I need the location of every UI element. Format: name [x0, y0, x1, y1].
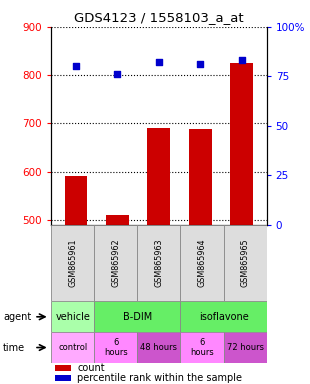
Text: 6
hours: 6 hours — [190, 338, 214, 357]
Title: GDS4123 / 1558103_a_at: GDS4123 / 1558103_a_at — [74, 11, 244, 24]
Bar — [51, 225, 94, 301]
Text: GSM865962: GSM865962 — [111, 239, 120, 287]
Bar — [55, 365, 71, 371]
Bar — [230, 63, 253, 225]
Text: GSM865961: GSM865961 — [68, 239, 77, 287]
Bar — [180, 225, 224, 301]
Bar — [64, 176, 87, 225]
Bar — [94, 225, 137, 301]
Text: control: control — [58, 343, 87, 352]
Text: 6
hours: 6 hours — [104, 338, 128, 357]
Text: B-DIM: B-DIM — [123, 312, 152, 322]
Bar — [137, 225, 180, 301]
Point — [198, 61, 203, 68]
Text: GSM865963: GSM865963 — [154, 239, 163, 287]
Text: count: count — [77, 363, 105, 373]
Bar — [51, 301, 94, 332]
Text: GSM865964: GSM865964 — [197, 239, 206, 287]
Text: time: time — [3, 343, 25, 353]
Text: isoflavone: isoflavone — [199, 312, 248, 322]
Point — [73, 63, 78, 70]
Bar — [180, 301, 267, 332]
Bar — [137, 332, 180, 363]
Bar — [148, 128, 170, 225]
Text: GSM865965: GSM865965 — [241, 239, 250, 287]
Text: 48 hours: 48 hours — [140, 343, 177, 352]
Text: 72 hours: 72 hours — [227, 343, 264, 352]
Text: agent: agent — [3, 312, 31, 322]
Text: percentile rank within the sample: percentile rank within the sample — [77, 373, 242, 383]
Bar — [94, 332, 137, 363]
Bar — [51, 332, 94, 363]
Bar — [224, 225, 267, 301]
Point — [239, 58, 244, 64]
Bar — [94, 301, 180, 332]
Bar — [55, 375, 71, 381]
Bar — [189, 129, 212, 225]
Bar — [106, 215, 129, 225]
Point — [157, 60, 162, 66]
Point — [115, 71, 120, 78]
Bar — [180, 332, 224, 363]
Text: vehicle: vehicle — [55, 312, 90, 322]
Bar — [224, 332, 267, 363]
